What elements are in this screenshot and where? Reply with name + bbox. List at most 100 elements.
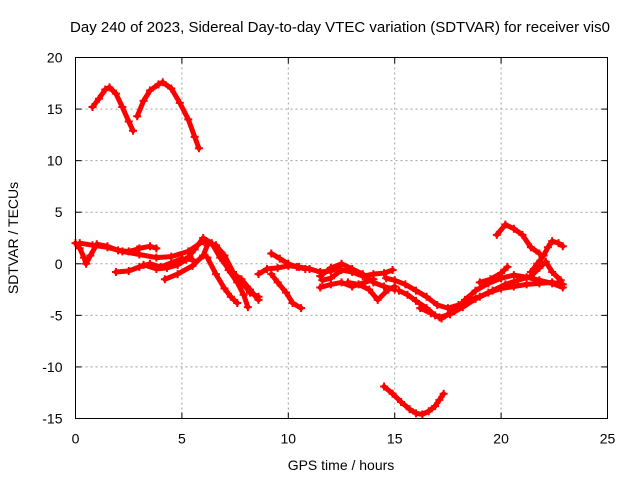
data-point bbox=[548, 268, 557, 277]
data-point bbox=[388, 265, 397, 274]
data-point bbox=[184, 115, 193, 124]
data-point bbox=[220, 284, 229, 293]
data-point bbox=[337, 259, 346, 268]
data-point bbox=[273, 278, 282, 287]
data-point bbox=[297, 304, 306, 313]
data-point bbox=[145, 86, 154, 95]
data-point bbox=[203, 253, 212, 262]
data-point bbox=[86, 251, 95, 260]
data-point bbox=[501, 280, 510, 289]
data-point bbox=[101, 85, 110, 94]
series-arc17 bbox=[343, 278, 399, 304]
data-point bbox=[160, 275, 169, 284]
data-point bbox=[486, 275, 495, 284]
series-arc8 bbox=[160, 241, 212, 284]
data-point bbox=[533, 259, 542, 268]
data-point bbox=[190, 132, 199, 141]
data-point bbox=[167, 84, 176, 93]
series-arc24 bbox=[492, 220, 544, 258]
data-point bbox=[558, 283, 567, 292]
data-point bbox=[118, 103, 127, 112]
data-point bbox=[411, 296, 420, 305]
data-point bbox=[88, 103, 97, 112]
data-point bbox=[431, 402, 440, 411]
data-point bbox=[426, 309, 435, 318]
data-point bbox=[388, 389, 397, 398]
data-point bbox=[435, 313, 444, 322]
data-point bbox=[348, 264, 357, 273]
data-point bbox=[273, 263, 282, 272]
data-point bbox=[80, 253, 89, 262]
data-point bbox=[405, 405, 414, 414]
data-point bbox=[416, 304, 425, 313]
data-point bbox=[275, 254, 284, 263]
data-point bbox=[175, 98, 184, 107]
plot-frame bbox=[75, 57, 608, 419]
y-axis-label: SDTVAR / TECUs bbox=[5, 182, 21, 294]
data-point bbox=[88, 241, 97, 250]
series-line bbox=[90, 84, 136, 134]
data-point bbox=[145, 242, 154, 251]
data-point bbox=[422, 292, 431, 301]
data-point bbox=[152, 244, 161, 253]
data-point bbox=[111, 89, 120, 98]
data-point bbox=[226, 292, 235, 301]
data-point bbox=[554, 239, 563, 248]
data-point bbox=[471, 286, 480, 295]
x-tick-label: 20 bbox=[493, 431, 509, 447]
data-point bbox=[548, 279, 557, 288]
data-point bbox=[526, 243, 535, 252]
series-arc9 bbox=[203, 253, 242, 307]
data-series bbox=[71, 78, 567, 419]
data-point bbox=[343, 278, 352, 287]
data-point bbox=[518, 230, 527, 239]
x-tick-label: 0 bbox=[72, 431, 80, 447]
data-point bbox=[94, 94, 103, 103]
data-point bbox=[475, 292, 484, 301]
data-point bbox=[380, 282, 389, 291]
y-tick-label: 10 bbox=[47, 153, 63, 169]
data-point bbox=[380, 382, 389, 391]
data-point bbox=[199, 234, 208, 242]
series-arc10 bbox=[218, 254, 252, 312]
data-point bbox=[263, 264, 272, 273]
series-line bbox=[464, 259, 564, 304]
data-point bbox=[288, 298, 297, 307]
series-arc2 bbox=[133, 78, 203, 153]
data-point bbox=[397, 397, 406, 406]
data-point bbox=[267, 249, 276, 258]
data-point bbox=[224, 265, 233, 274]
data-point bbox=[105, 83, 114, 92]
series-arc12 bbox=[267, 249, 310, 273]
data-point bbox=[382, 274, 391, 283]
series-arc21 bbox=[450, 271, 567, 316]
grid bbox=[75, 57, 608, 419]
x-tick-label: 10 bbox=[281, 431, 297, 447]
x-tick-label: 5 bbox=[178, 431, 186, 447]
data-point bbox=[173, 270, 182, 279]
series-line bbox=[417, 279, 566, 320]
data-point bbox=[282, 288, 291, 297]
data-point bbox=[173, 260, 182, 269]
data-point bbox=[522, 280, 531, 289]
data-point bbox=[365, 285, 374, 294]
data-point bbox=[450, 307, 459, 316]
data-point bbox=[439, 389, 448, 398]
data-point bbox=[354, 280, 363, 289]
data-point bbox=[488, 286, 497, 295]
data-point bbox=[237, 275, 246, 284]
series-arc13 bbox=[267, 270, 306, 313]
data-point bbox=[301, 264, 310, 273]
data-point bbox=[124, 267, 133, 276]
data-point bbox=[501, 220, 510, 229]
data-point bbox=[111, 268, 120, 277]
data-point bbox=[424, 407, 433, 416]
data-point bbox=[233, 278, 242, 287]
data-point bbox=[526, 268, 535, 277]
data-point bbox=[503, 262, 512, 271]
data-point bbox=[509, 224, 518, 233]
data-point bbox=[154, 80, 163, 89]
data-point bbox=[475, 278, 484, 287]
data-point bbox=[380, 269, 389, 278]
